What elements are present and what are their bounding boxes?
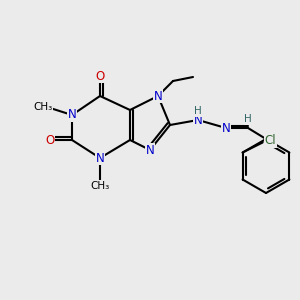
Text: N: N — [68, 109, 76, 122]
Text: N: N — [222, 122, 230, 134]
Text: N: N — [96, 152, 104, 164]
Text: N: N — [154, 89, 162, 103]
Text: O: O — [95, 70, 105, 83]
Text: N: N — [146, 143, 154, 157]
Text: CH₃: CH₃ — [90, 181, 110, 191]
Text: CH₃: CH₃ — [33, 102, 52, 112]
Text: N: N — [194, 113, 202, 127]
Text: Cl: Cl — [265, 134, 276, 147]
Text: H: H — [194, 106, 202, 116]
Text: H: H — [244, 114, 252, 124]
Text: O: O — [45, 134, 55, 146]
